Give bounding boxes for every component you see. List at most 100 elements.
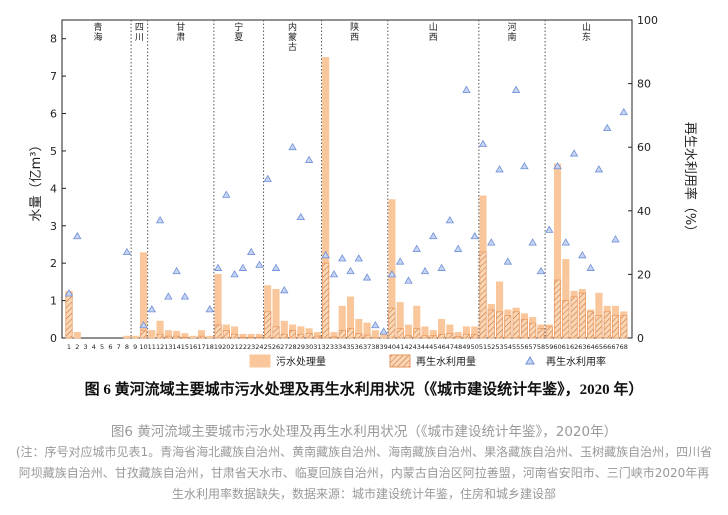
x-tick-label: 41 [396,343,404,351]
rate-marker [478,139,488,147]
legend-swatch [389,354,411,368]
rate-marker [437,263,446,271]
x-tick-label: 23 [247,343,255,351]
bar [222,330,230,339]
x-tick-label: 5 [100,343,104,351]
rate-marker [503,257,513,265]
rate-marker [520,161,529,170]
bar [462,333,470,339]
x-tick-label: 11 [148,343,156,351]
rate-marker [321,251,330,259]
rate-marker [296,212,306,221]
y-axis-title: 水量（亿m³） [29,139,44,222]
bar [255,336,263,339]
y-tick-label: 3 [50,220,57,233]
group-label: 河南 [507,21,516,43]
rate-marker [172,266,181,275]
rate-marker [280,286,289,294]
bar [454,336,462,339]
x-tick-label: 59 [545,343,553,351]
x-tick-label: 38 [371,343,379,351]
legend-label: 再生水利用率 [546,355,606,368]
figure-caption: 图 6 黄河流域主要城市污水处理及再生水利用状况（《城市建设统计年鉴》，2020… [84,382,644,398]
bar [446,333,454,339]
rate-marker [362,273,372,281]
note: (注：序号对应城市见表1。青海省海北藏族自治州、黄南藏族自治州、海南藏族自治州、… [15,445,713,501]
x-tick-label: 54 [504,343,512,351]
x-tick-label: 63 [578,343,586,351]
y2-tick-label: 20 [637,268,651,281]
rate-marker [586,263,595,271]
bar [173,335,181,339]
group-label: 陕西 [350,21,359,43]
rate-marker [230,270,239,278]
bar [231,333,239,339]
x-tick-label: 67 [611,343,619,351]
bar [363,334,371,339]
rate-marker [155,216,165,224]
bar [305,333,313,339]
bar [330,336,338,339]
x-tick-label: 28 [288,343,296,351]
x-tick-label: 57 [529,343,537,351]
rate-marker [147,305,156,313]
bar [148,330,156,339]
x-tick-label: 7 [117,343,121,351]
rate-marker [164,292,173,300]
x-tick-label: 8 [125,343,129,351]
rate-marker [379,327,388,335]
legend-swatch [525,355,535,365]
rate-marker [453,244,463,252]
rate-marker [619,107,628,116]
rate-marker [603,123,612,132]
bar [239,336,247,339]
x-tick-label: 50 [471,343,479,351]
group-label: 山东 [582,22,591,43]
bar [197,335,206,339]
x-tick-label: 55 [512,343,520,351]
rate-marker [594,165,604,173]
rate-marker [263,174,272,182]
y2-tick-label: 60 [637,141,651,154]
x-tick-label: 13 [164,343,172,351]
bar [181,336,189,339]
x-tick-label: 58 [537,343,545,351]
y2-axis-title: 再生水利用率（%） [682,122,698,238]
bar [611,315,620,339]
rate-marker [611,235,620,243]
x-tick-label: 34 [338,343,346,351]
bar [264,311,272,339]
rate-marker [371,320,380,329]
y-tick-label: 6 [50,108,57,121]
bar [595,315,603,339]
bar [139,330,148,339]
bar [529,322,537,339]
rate-marker [462,85,471,93]
x-tick-label: 4 [92,343,96,351]
bar [313,335,321,339]
group-label: 甘肃 [176,21,185,43]
y-tick-label: 1 [50,295,57,308]
bar [578,292,586,339]
x-tick-label: 2 [75,343,79,351]
rate-marker [180,292,190,300]
bar [396,328,404,339]
rate-marker [64,289,74,297]
rate-marker [511,85,521,93]
bar [123,335,131,339]
x-tick-label: 53 [495,343,503,351]
legend-label: 污水处理量 [276,356,326,368]
bar [355,333,363,339]
x-tick-label: 35 [346,343,354,351]
y2-tick-label: 0 [637,332,644,345]
bar [214,324,222,339]
legend-label: 再生水利用量 [416,355,476,368]
x-tick-label: 56 [520,343,528,351]
rate-marker [354,254,363,262]
x-tick-label: 40 [388,343,396,351]
x-tick-label: 3 [83,343,87,351]
chart: 水量（亿m³） 再生水利用率（%） 0123456780204060801001… [29,14,698,368]
y2-tick-label: 100 [637,14,658,27]
bar [421,335,429,339]
bar [562,300,570,339]
